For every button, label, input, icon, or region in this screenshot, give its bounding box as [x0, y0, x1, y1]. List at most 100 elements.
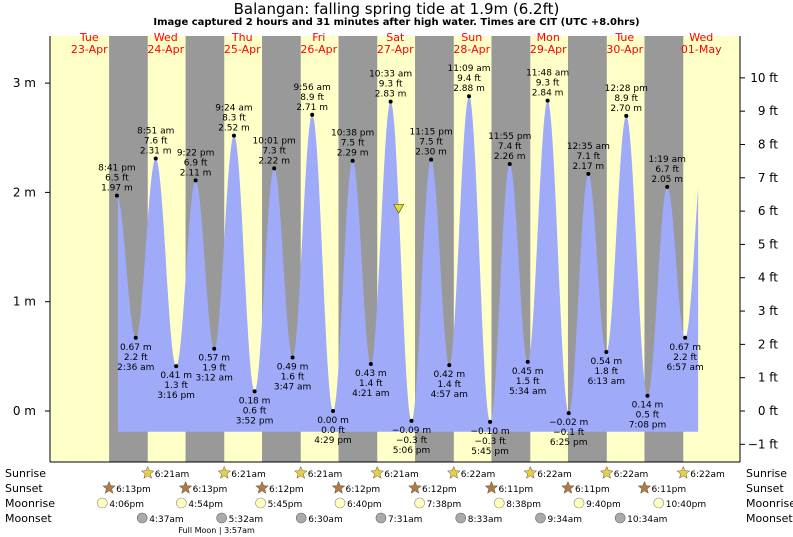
extreme-feet: 0.5 ft	[636, 411, 660, 421]
extreme-metres: 0.67 m	[120, 343, 152, 353]
moonrise-icon	[573, 497, 585, 509]
extreme-metres: 2.30 m	[415, 148, 447, 158]
extreme-metres: 2.88 m	[453, 84, 485, 94]
moonrise-time: 7:38pm	[427, 500, 462, 510]
extreme-feet: 6.7 ft	[655, 165, 679, 175]
extreme-feet: −0.3 ft	[474, 437, 506, 447]
left-tick-label: 3 m	[13, 76, 36, 90]
extreme-dot	[388, 99, 393, 104]
day-name: Wed	[154, 31, 178, 44]
sunrise-time: 6:22am	[537, 470, 572, 480]
extreme-time: 9:24 am	[215, 104, 252, 114]
moonset-time: 8:33am	[468, 515, 503, 525]
page-subtitle: Image captured 2 hours and 31 minutes af…	[153, 17, 640, 28]
extreme-time: 12:35 am	[567, 142, 610, 152]
moonrise-icon	[255, 497, 266, 509]
full-moon-label: Full Moon | 3:57am	[178, 526, 255, 535]
extreme-dot	[545, 98, 550, 103]
right-tick-label: 7 ft	[758, 171, 778, 185]
moonrise-icon	[176, 497, 187, 509]
extreme-feet: 6.5 ft	[105, 174, 129, 184]
moonrise-icon	[414, 497, 425, 509]
sunrise-time: 6:21am	[308, 470, 343, 480]
extreme-dot	[447, 363, 452, 368]
page-title: Balangan: falling spring tide at 1.9m (6…	[233, 0, 560, 18]
extreme-time: 11:15 pm	[409, 128, 452, 138]
extreme-dot	[586, 171, 591, 176]
extreme-feet: 1.4 ft	[437, 380, 461, 390]
sunrise-icon	[370, 465, 385, 479]
sunrise-icon	[676, 465, 691, 479]
sunset-time: 6:13pm	[116, 485, 151, 495]
extreme-feet: 1.3 ft	[164, 381, 188, 391]
extreme-time: 10:38 pm	[331, 129, 374, 139]
extreme-dot	[507, 161, 512, 166]
extreme-time: 5:45 pm	[471, 447, 509, 457]
row-label-right: Moonset	[746, 512, 793, 525]
right-tick-label: −1 ft	[748, 437, 779, 451]
day-name: Mon	[537, 31, 560, 44]
row-label-left: Sunset	[5, 482, 43, 495]
moonset-time: 4:37am	[149, 515, 184, 525]
extreme-time: 9:22 pm	[177, 148, 215, 158]
moonset-time: 5:32am	[229, 515, 264, 525]
moonrise-time: 4:54pm	[188, 500, 223, 510]
extreme-metres: 2.31 m	[140, 147, 172, 157]
extreme-dot	[409, 418, 414, 423]
sunrise-icon	[293, 465, 308, 479]
right-tick-label: 9 ft	[758, 104, 778, 118]
moonrise-time: 5:45pm	[268, 500, 303, 510]
extreme-dot	[331, 409, 336, 413]
extreme-metres: 2.70 m	[610, 104, 642, 114]
extreme-metres: −0.10 m	[470, 427, 509, 437]
extreme-metres: 0.00 m	[317, 416, 349, 426]
extreme-feet: 9.3 ft	[536, 79, 560, 89]
extreme-time: 11:48 am	[526, 69, 569, 79]
extreme-time: 10:33 am	[369, 70, 412, 80]
extreme-time: 4:29 pm	[314, 436, 352, 446]
sunset-icon	[255, 480, 269, 494]
right-tick-label: 3 ft	[758, 304, 778, 318]
extreme-dot	[683, 335, 688, 340]
extreme-metres: 2.83 m	[375, 90, 407, 100]
extreme-feet: 0.0 ft	[321, 426, 345, 436]
extreme-dot	[525, 359, 530, 364]
extreme-feet: 7.4 ft	[498, 142, 522, 152]
sunrise-time: 6:22am	[461, 470, 496, 480]
extreme-dot	[290, 355, 295, 360]
extreme-dot	[114, 193, 119, 198]
day-date: 28-Apr	[453, 43, 490, 56]
sunset-time: 6:11pm	[498, 485, 533, 495]
extreme-feet: 1.8 ft	[594, 367, 618, 377]
extreme-metres: 2.17 m	[573, 162, 605, 172]
extreme-time: 5:34 am	[509, 387, 546, 397]
sunset-icon	[637, 480, 652, 494]
extreme-feet: 1.6 ft	[281, 372, 305, 382]
extreme-dot	[467, 94, 472, 99]
extreme-dot	[488, 419, 493, 424]
sunrise-icon	[599, 465, 614, 479]
extreme-metres: 0.42 m	[433, 370, 465, 380]
extreme-metres: 2.05 m	[651, 175, 683, 185]
extreme-feet: 8.9 ft	[300, 93, 324, 103]
moonset-icon	[136, 512, 148, 524]
extreme-time: 6:25 pm	[550, 438, 588, 448]
sunrise-time: 6:21am	[231, 470, 266, 480]
sunset-time: 6:11pm	[651, 485, 686, 495]
moonset-icon	[375, 512, 387, 524]
row-label-left: Moonrise	[5, 497, 55, 510]
sunrise-icon	[217, 465, 232, 479]
axes: 0 m 1 m 2 m 3 m −1 ft 0 ft 1 ft 2 ft 3 ft 4 ft 5 f…	[13, 36, 779, 463]
extreme-dot	[153, 156, 158, 161]
day-name: Tue	[614, 31, 634, 44]
extreme-labels: 8:41 pm6.5 ft1.97 m0.67 m2.2 ft2:36 am8:…	[98, 64, 704, 457]
sunset-icon	[408, 480, 422, 494]
extreme-time: 4:57 am	[431, 390, 468, 400]
day-name: Fri	[312, 31, 325, 44]
extreme-metres: 2.71 m	[296, 103, 328, 113]
extreme-metres: 2.29 m	[337, 149, 369, 159]
extreme-time: 11:09 am	[447, 64, 490, 74]
day-date: 30-Apr	[606, 43, 643, 56]
extreme-time: 3:12 am	[196, 374, 233, 384]
